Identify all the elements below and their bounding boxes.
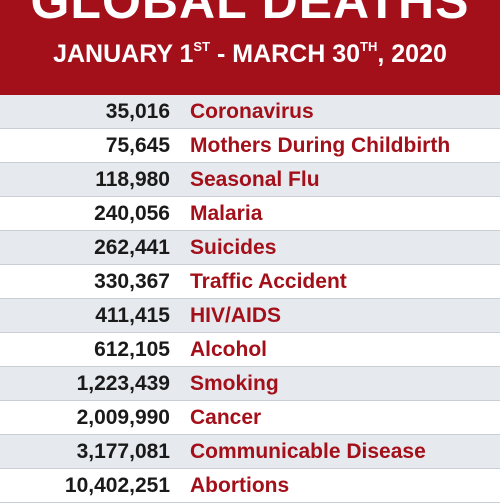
death-count: 10,402,251 xyxy=(64,473,170,497)
cause-label: Communicable Disease xyxy=(190,439,426,463)
table-row: 240,056 Malaria xyxy=(0,197,500,231)
death-count: 3,177,081 xyxy=(76,439,170,463)
cause-label: Alcohol xyxy=(190,337,267,361)
table-row: 262,441 Suicides xyxy=(0,231,500,265)
page-title: GLOBAL DEATHS xyxy=(30,0,470,29)
subtitle-start-suffix: ST xyxy=(193,38,211,54)
subtitle-year: , 2020 xyxy=(377,40,447,68)
cause-label: Traffic Accident xyxy=(190,269,347,293)
deaths-table: 35,016 Coronavirus 75,645 Mothers During C… xyxy=(0,95,500,503)
table-row: 1,223,439 Smoking xyxy=(0,367,500,401)
table-row: 35,016 Coronavirus xyxy=(0,95,500,129)
table-row: 75,645 Mothers During Childbirth xyxy=(0,129,500,163)
table-row: 612,105 Alcohol xyxy=(0,333,500,367)
table-row: 411,415 HIV/AIDS xyxy=(0,299,500,333)
cause-label: Cancer xyxy=(190,405,262,429)
cause-label: Malaria xyxy=(190,201,263,225)
death-count: 118,980 xyxy=(95,167,170,191)
table-row: 3,177,081 Communicable Disease xyxy=(0,435,500,469)
header-banner: GLOBAL DEATHS JANUARY 1ST - MARCH 30TH, … xyxy=(0,0,500,95)
death-count: 1,223,439 xyxy=(76,371,170,395)
table-row: 10,402,251 Abortions xyxy=(0,469,500,503)
cause-label: Smoking xyxy=(190,371,279,395)
death-count: 75,645 xyxy=(105,133,170,157)
death-count: 262,441 xyxy=(94,235,170,259)
date-range-subtitle: JANUARY 1ST - MARCH 30TH, 2020 xyxy=(0,38,500,69)
death-count: 612,105 xyxy=(94,337,170,361)
table-row: 2,009,990 Cancer xyxy=(0,401,500,435)
death-count: 411,415 xyxy=(95,303,170,327)
table-row: 330,367 Traffic Accident xyxy=(0,265,500,299)
cause-label: Seasonal Flu xyxy=(190,167,320,191)
subtitle-start: JANUARY 1 xyxy=(53,40,194,68)
cause-label: Coronavirus xyxy=(190,99,314,123)
cause-label: Mothers During Childbirth xyxy=(190,133,451,157)
cause-label: HIV/AIDS xyxy=(190,303,282,327)
cause-label: Abortions xyxy=(190,473,290,497)
death-count: 240,056 xyxy=(94,201,170,225)
subtitle-middle: - MARCH 30 xyxy=(210,40,361,68)
death-count: 2,009,990 xyxy=(76,405,170,429)
table-row: 118,980 Seasonal Flu xyxy=(0,163,500,197)
death-count: 35,016 xyxy=(105,99,170,123)
subtitle-end-suffix: TH xyxy=(360,38,378,54)
death-count: 330,367 xyxy=(94,269,170,293)
cause-label: Suicides xyxy=(190,235,277,259)
